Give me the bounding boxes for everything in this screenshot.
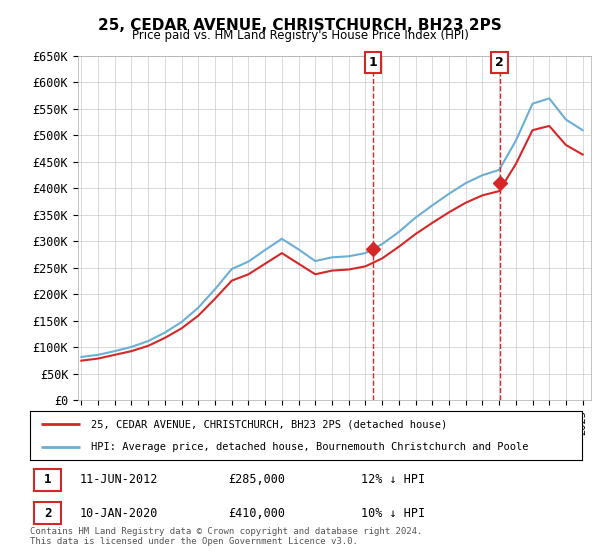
Text: £410,000: £410,000	[229, 507, 286, 520]
Text: £285,000: £285,000	[229, 474, 286, 487]
Text: 25, CEDAR AVENUE, CHRISTCHURCH, BH23 2PS (detached house): 25, CEDAR AVENUE, CHRISTCHURCH, BH23 2PS…	[91, 419, 447, 430]
Text: 1: 1	[44, 474, 52, 487]
Text: 10-JAN-2020: 10-JAN-2020	[80, 507, 158, 520]
Text: 11-JUN-2012: 11-JUN-2012	[80, 474, 158, 487]
Text: 2: 2	[495, 56, 504, 69]
Text: This data is licensed under the Open Government Licence v3.0.: This data is licensed under the Open Gov…	[30, 538, 358, 547]
Text: Contains HM Land Registry data © Crown copyright and database right 2024.: Contains HM Land Registry data © Crown c…	[30, 528, 422, 536]
Text: 12% ↓ HPI: 12% ↓ HPI	[361, 474, 425, 487]
Text: HPI: Average price, detached house, Bournemouth Christchurch and Poole: HPI: Average price, detached house, Bour…	[91, 442, 528, 452]
Text: 1: 1	[368, 56, 377, 69]
Text: 2: 2	[44, 507, 52, 520]
Text: 10% ↓ HPI: 10% ↓ HPI	[361, 507, 425, 520]
FancyBboxPatch shape	[34, 469, 61, 491]
Text: 25, CEDAR AVENUE, CHRISTCHURCH, BH23 2PS: 25, CEDAR AVENUE, CHRISTCHURCH, BH23 2PS	[98, 18, 502, 33]
Text: Price paid vs. HM Land Registry's House Price Index (HPI): Price paid vs. HM Land Registry's House …	[131, 29, 469, 42]
FancyBboxPatch shape	[34, 502, 61, 524]
